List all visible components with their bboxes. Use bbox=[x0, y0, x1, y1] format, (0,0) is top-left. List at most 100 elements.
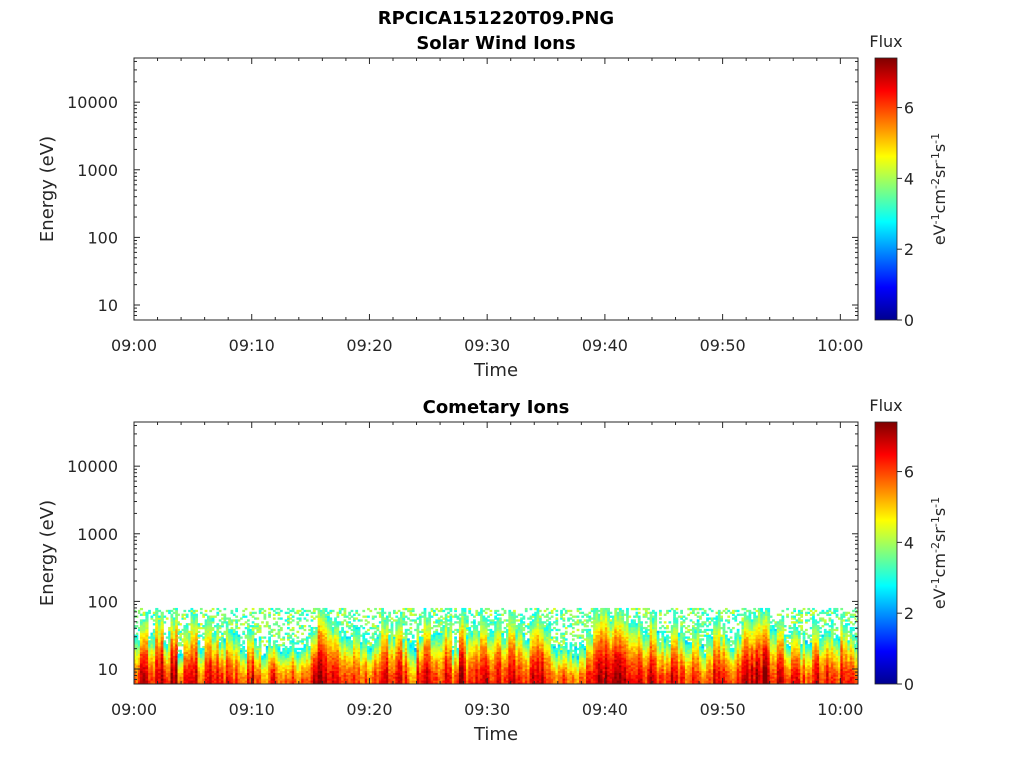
heatmap-cell bbox=[190, 653, 194, 656]
heatmap-cell bbox=[480, 615, 483, 618]
heatmap-cell bbox=[275, 680, 279, 683]
heatmap-cell bbox=[237, 638, 241, 641]
heatmap-cell bbox=[289, 666, 293, 670]
heatmap-cell bbox=[188, 647, 191, 651]
heatmap-cell bbox=[214, 663, 217, 666]
heatmap-cell bbox=[199, 651, 203, 654]
heatmap-cell bbox=[444, 621, 448, 624]
heatmap-cell bbox=[404, 649, 408, 653]
heatmap-cell bbox=[303, 678, 307, 681]
heatmap-cell bbox=[275, 682, 279, 684]
heatmap-cell bbox=[364, 647, 368, 651]
heatmap-cell bbox=[235, 653, 238, 656]
heatmap-cell bbox=[463, 638, 467, 641]
heatmap-cell bbox=[367, 664, 370, 668]
heatmap-cell bbox=[155, 682, 159, 684]
heatmap-cell bbox=[244, 672, 248, 675]
heatmap-cell bbox=[440, 657, 443, 660]
heatmap-cell bbox=[235, 668, 238, 672]
heatmap-cell bbox=[376, 647, 380, 651]
heatmap-cell bbox=[294, 670, 297, 673]
heatmap-cell bbox=[475, 642, 479, 645]
heatmap-cell bbox=[411, 674, 415, 677]
heatmap-cell bbox=[367, 649, 370, 653]
heatmap-cell bbox=[449, 663, 453, 666]
heatmap-cell bbox=[135, 625, 139, 628]
heatmap-cell bbox=[152, 623, 156, 626]
heatmap-cell bbox=[331, 653, 335, 656]
heatmap-cell bbox=[291, 682, 295, 684]
heatmap-cell bbox=[360, 647, 363, 651]
heatmap-cell bbox=[206, 664, 210, 668]
heatmap-cell bbox=[170, 651, 174, 654]
heatmap-cell bbox=[185, 640, 189, 643]
heatmap-cell bbox=[421, 653, 424, 656]
heatmap-cell bbox=[437, 634, 441, 637]
heatmap-cell bbox=[232, 653, 236, 656]
heatmap-cell bbox=[458, 657, 462, 660]
heatmap-cell bbox=[157, 644, 162, 647]
heatmap-cell bbox=[142, 680, 146, 683]
heatmap-cell bbox=[188, 670, 191, 673]
heatmap-cell bbox=[461, 640, 465, 643]
heatmap-cell bbox=[447, 670, 450, 673]
heatmap-cell bbox=[376, 678, 380, 681]
heatmap-cell bbox=[449, 676, 453, 679]
heatmap-cell bbox=[185, 664, 189, 668]
heatmap-cell bbox=[263, 613, 267, 616]
heatmap-cell bbox=[192, 666, 196, 670]
heatmap-cell bbox=[287, 607, 290, 611]
heatmap-cell bbox=[242, 651, 246, 654]
heatmap-cell bbox=[303, 649, 307, 653]
heatmap-cell bbox=[480, 649, 483, 653]
heatmap-cell bbox=[355, 682, 359, 684]
heatmap-cell bbox=[355, 680, 359, 683]
heatmap-cell bbox=[175, 640, 178, 643]
heatmap-cell bbox=[381, 653, 384, 656]
heatmap-cell bbox=[247, 670, 250, 673]
heatmap-cell bbox=[329, 678, 333, 681]
heatmap-cell bbox=[179, 674, 182, 677]
heatmap-cell bbox=[367, 615, 370, 618]
heatmap-cell bbox=[268, 657, 271, 660]
heatmap-cell bbox=[425, 638, 429, 641]
heatmap-cell bbox=[381, 651, 384, 654]
heatmap-cell bbox=[463, 659, 467, 662]
heatmap-cell bbox=[315, 680, 319, 683]
heatmap-cell bbox=[458, 664, 462, 668]
heatmap-cell bbox=[134, 634, 137, 637]
heatmap-cell bbox=[134, 663, 137, 666]
heatmap-cell bbox=[228, 647, 231, 651]
heatmap-cell bbox=[195, 623, 198, 626]
heatmap-cell bbox=[444, 644, 448, 647]
heatmap-cell bbox=[181, 661, 184, 664]
heatmap-cell bbox=[209, 670, 213, 673]
heatmap-cell bbox=[209, 659, 213, 662]
heatmap-cell bbox=[480, 619, 483, 622]
heatmap-cell bbox=[362, 632, 366, 635]
heatmap-cell bbox=[289, 657, 293, 660]
heatmap-cell bbox=[414, 670, 417, 673]
heatmap-cell bbox=[160, 623, 164, 626]
heatmap-cell bbox=[145, 678, 149, 681]
heatmap-cell bbox=[341, 666, 344, 670]
heatmap-cell bbox=[364, 640, 368, 643]
heatmap-cell bbox=[454, 678, 457, 681]
heatmap-cell bbox=[308, 632, 311, 635]
figure-title: RPCICA151220T09.PNG bbox=[378, 8, 614, 29]
heatmap-cell bbox=[407, 649, 410, 653]
heatmap-cell bbox=[317, 642, 321, 645]
heatmap-cell bbox=[364, 670, 368, 673]
heatmap-cell bbox=[152, 632, 156, 635]
heatmap-cell bbox=[165, 680, 169, 683]
heatmap-cell bbox=[423, 611, 427, 615]
heatmap-cell bbox=[341, 651, 344, 654]
heatmap-cell bbox=[440, 607, 443, 611]
heatmap-cell bbox=[475, 678, 479, 681]
heatmap-cell bbox=[480, 626, 483, 630]
heatmap-cell bbox=[214, 634, 217, 637]
heatmap-cell bbox=[331, 659, 335, 662]
heatmap-cell bbox=[298, 640, 302, 643]
heatmap-cell bbox=[388, 659, 392, 662]
heatmap-cell bbox=[383, 651, 387, 654]
